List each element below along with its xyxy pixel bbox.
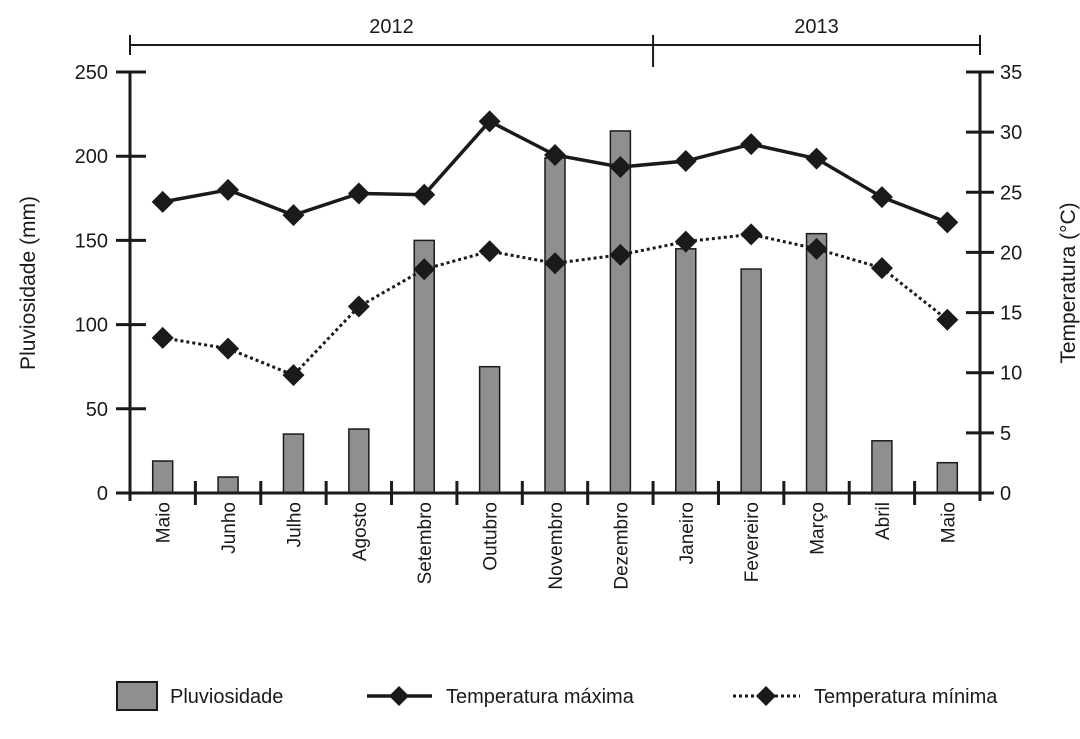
y2-tick-label-5: 5 [1000,423,1011,445]
marker-tmax-12 [936,211,959,234]
marker-tmax-1 [217,178,240,201]
bar-pluviosidade-9 [740,268,762,494]
marker-tmin-3 [347,295,370,318]
bar-pluviosidade-10 [805,232,828,494]
marker-tmax-11 [870,186,893,209]
legend-label-tmin: Temperatura mínima [814,686,998,708]
y-tick-label-250: 250 [75,62,108,84]
marker-tmax-2 [282,204,305,227]
x-tick-label-6: Novembro [546,502,567,590]
year-label-2013: 2013 [794,16,839,38]
marker-tmin-6 [544,252,566,275]
marker-tmin-11 [870,257,893,280]
marker-tmax-6 [544,143,566,166]
lines [151,110,959,387]
x-tick-label-4: Setembro [415,502,436,584]
marker-tmax-7 [609,156,632,179]
y2-axis-label: Temperatura (°C) [1057,202,1080,363]
marker-tmax-5 [478,110,501,133]
bar-pluviosidade-2 [282,433,305,494]
y2-tick-label-10: 10 [1000,363,1022,385]
y2-tick-label-0: 0 [1000,483,1011,505]
bar-pluviosidade-3 [348,428,370,494]
x-tick-label-0: Maio [154,502,175,543]
year-label-2012: 2012 [369,16,414,38]
axes: 0 50 100 150 200 250 0 5 10 15 20 25 30 35 [75,62,1022,505]
x-tick-label-7: Dezembro [611,502,632,590]
marker-tmin-9 [740,223,763,246]
marker-tmax-0 [151,190,174,213]
bar-pluviosidade-5 [478,365,501,494]
x-tick-labels: Maio Junho Julho Agosto Setembro Outubro Novem… [154,502,960,590]
marker-tmin-10 [805,237,828,260]
x-tick-label-3: Agosto [350,502,371,561]
legend-label-tmax: Temperatura máxima [446,686,635,708]
y2-tick-label-15: 15 [1000,303,1022,325]
marker-tmin-4 [413,258,436,281]
marker-tmax-3 [347,182,370,205]
bar-pluviosidade-7 [609,130,632,494]
bars [151,130,959,494]
legend: Pluviosidade Temperatura máxima Temperat… [116,681,998,711]
marker-tmin-1 [217,337,240,360]
marker-tmax-9 [740,133,763,156]
bar-pluviosidade-12 [936,461,959,494]
x-tick-label-8: Janeiro [677,502,698,564]
y2-tick-label-20: 20 [1000,242,1022,264]
marker-tmin-12 [936,308,959,331]
y-tick-label-200: 200 [75,146,108,168]
year-bracket: 2012 2013 [129,16,981,67]
y-tick-label-100: 100 [75,315,108,337]
bar-pluviosidade-0 [151,460,174,494]
x-tick-label-11: Abril [873,502,894,540]
x-tick-label-10: Março [808,502,829,555]
y-tick-label-50: 50 [86,399,108,421]
legend-marker-tmax [389,686,409,706]
legend-swatch-pluviosidade [116,681,158,711]
legend-marker-tmin [756,686,776,706]
y-tick-label-150: 150 [75,230,108,252]
marker-tmin-5 [478,240,501,263]
bar-pluviosidade-6 [544,157,566,494]
marker-tmin-0 [151,326,174,349]
y-tick-label-0: 0 [97,483,108,505]
bar-pluviosidade-11 [871,440,893,494]
x-tick-label-12: Maio [938,502,959,543]
legend-label-pluviosidade: Pluviosidade [170,686,283,708]
bar-pluviosidade-8 [675,248,697,494]
bar-pluviosidade-1 [217,476,239,494]
marker-tmin-7 [609,243,632,266]
marker-tmax-8 [674,150,697,173]
marker-tmax-10 [805,147,828,170]
x-tick-label-9: Fevereiro [742,502,763,582]
x-tick-label-2: Julho [284,502,305,547]
x-tick-label-1: Junho [219,502,240,554]
y2-tick-label-35: 35 [1000,62,1022,84]
marker-tmax-4 [413,183,436,206]
y2-tick-label-30: 30 [1000,122,1022,144]
y2-tick-label-25: 25 [1000,182,1022,204]
marker-tmin-2 [282,364,305,387]
x-tick-label-5: Outubro [481,502,502,571]
y-axis-label: Pluviosidade (mm) [17,196,40,370]
marker-tmin-8 [674,230,697,253]
